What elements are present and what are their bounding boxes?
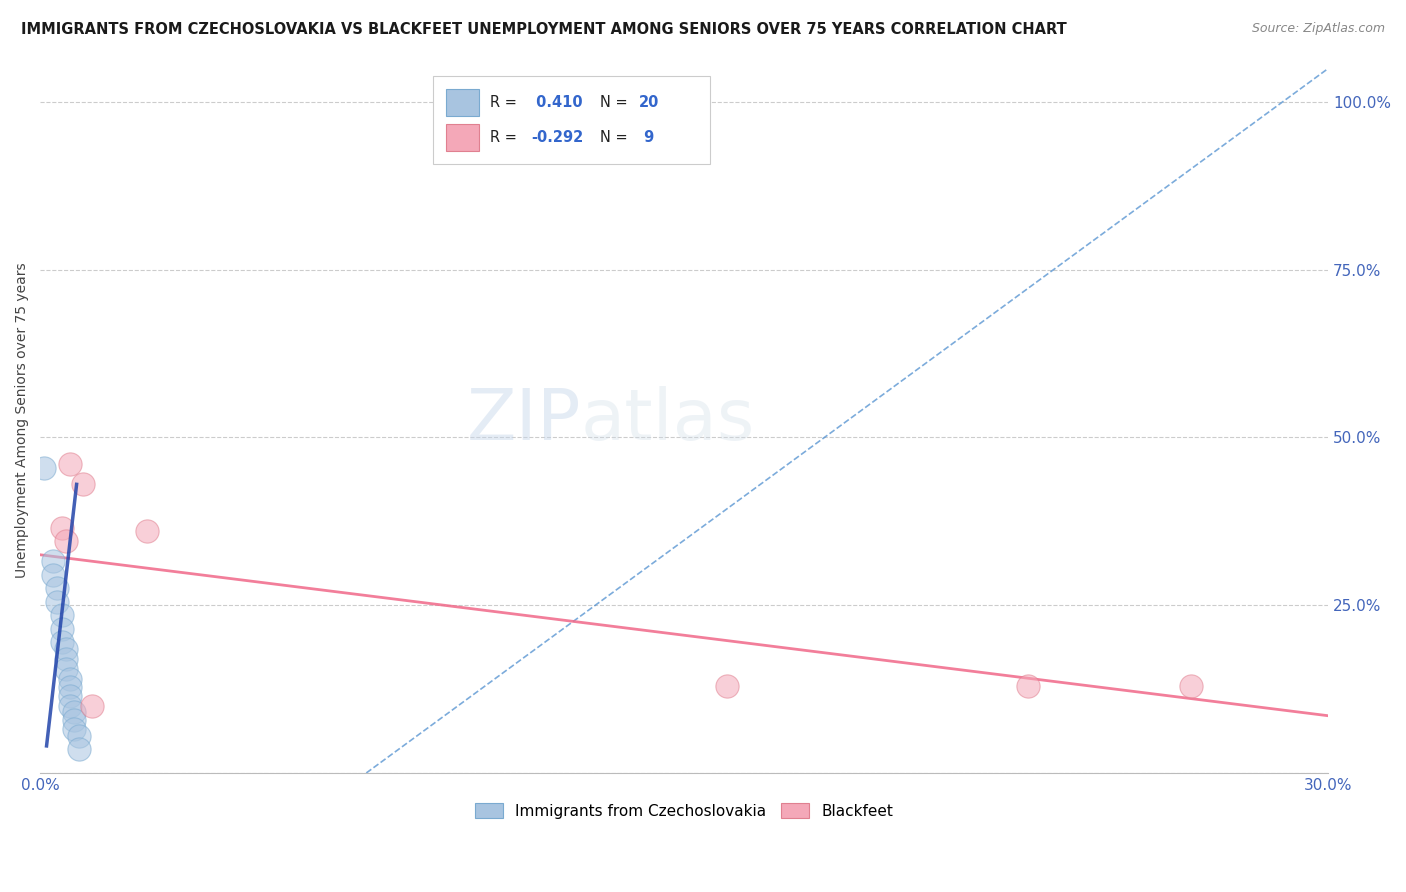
Text: ZIP: ZIP <box>467 386 581 455</box>
Point <box>1017 679 1039 693</box>
Text: -0.292: -0.292 <box>531 130 583 145</box>
Point <box>59 698 82 713</box>
Text: R =: R = <box>489 130 522 145</box>
Point <box>42 554 65 568</box>
Point <box>1180 679 1202 693</box>
Text: 0.410: 0.410 <box>531 95 582 110</box>
Point <box>59 457 82 471</box>
Point <box>67 742 90 756</box>
Point <box>51 635 73 649</box>
Point <box>51 521 73 535</box>
Point <box>59 680 82 694</box>
Point <box>59 689 82 703</box>
Bar <box>446 124 479 151</box>
Point <box>55 641 77 656</box>
Point <box>63 706 86 720</box>
FancyBboxPatch shape <box>433 76 710 163</box>
Point <box>34 460 56 475</box>
Text: atlas: atlas <box>581 386 755 455</box>
Point <box>55 534 77 549</box>
Point <box>51 608 73 623</box>
Point <box>51 622 73 636</box>
Point <box>55 662 77 676</box>
Point <box>67 729 90 743</box>
Text: 9: 9 <box>640 130 654 145</box>
Point <box>46 582 69 596</box>
Text: N =: N = <box>600 130 633 145</box>
Point <box>72 477 94 491</box>
Point <box>80 698 103 713</box>
Point <box>136 524 159 539</box>
Text: IMMIGRANTS FROM CZECHOSLOVAKIA VS BLACKFEET UNEMPLOYMENT AMONG SENIORS OVER 75 Y: IMMIGRANTS FROM CZECHOSLOVAKIA VS BLACKF… <box>21 22 1067 37</box>
Point <box>55 651 77 665</box>
Point <box>46 595 69 609</box>
Text: N =: N = <box>600 95 633 110</box>
Point <box>716 679 738 693</box>
Point <box>59 672 82 686</box>
Bar <box>446 89 479 116</box>
Point <box>63 722 86 736</box>
Text: 20: 20 <box>640 95 659 110</box>
Text: R =: R = <box>489 95 522 110</box>
Point <box>42 567 65 582</box>
Y-axis label: Unemployment Among Seniors over 75 years: Unemployment Among Seniors over 75 years <box>15 263 30 578</box>
Text: Source: ZipAtlas.com: Source: ZipAtlas.com <box>1251 22 1385 36</box>
Legend: Immigrants from Czechoslovakia, Blackfeet: Immigrants from Czechoslovakia, Blackfee… <box>470 797 898 825</box>
Point <box>63 714 86 728</box>
